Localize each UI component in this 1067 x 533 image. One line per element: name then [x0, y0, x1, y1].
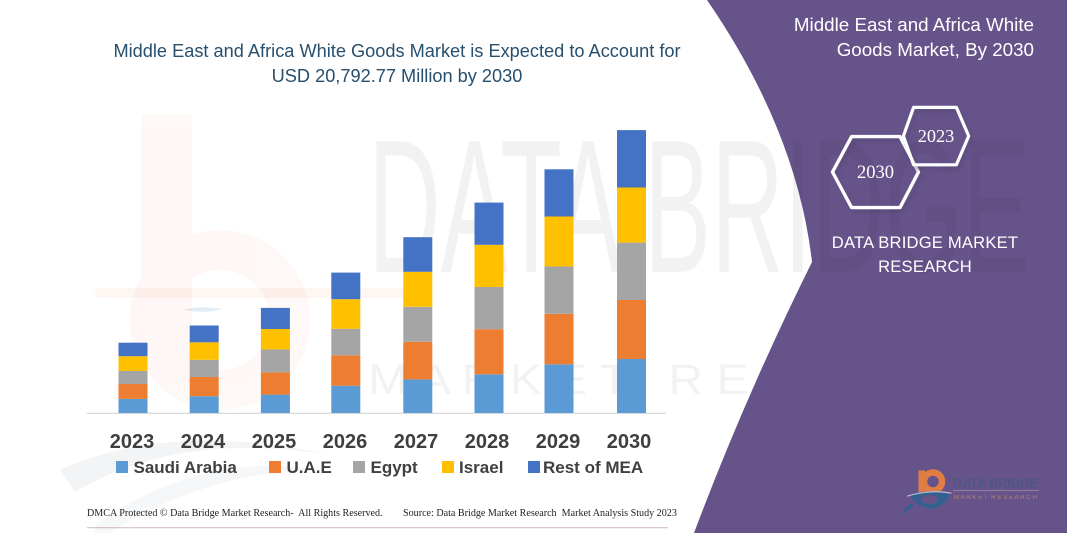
svg-text:M A R K E T R E S E A R C H: M A R K E T R E S E A R C H — [954, 495, 1037, 501]
svg-text:DATA BRIDGE: DATA BRIDGE — [953, 477, 1038, 491]
